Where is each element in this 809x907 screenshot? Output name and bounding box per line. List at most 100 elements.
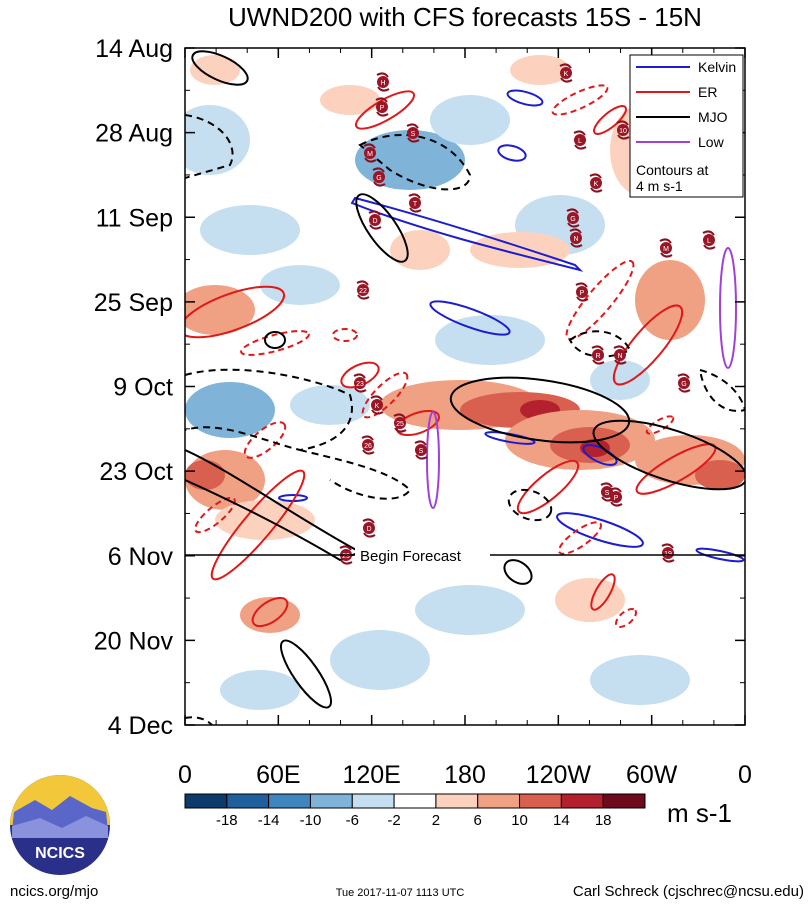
legend-label: ER <box>698 84 717 100</box>
storm-label: K <box>564 71 569 78</box>
kelvin-contour <box>350 196 584 272</box>
colorbar-swatch <box>519 793 562 809</box>
er-contour-dashed <box>240 330 310 356</box>
storm-marker: P <box>375 97 389 117</box>
mjo-contour <box>264 331 286 349</box>
colorbar-label: -18 <box>216 812 238 829</box>
storm-marker: R <box>591 345 605 365</box>
y-tick-label: 28 Aug <box>95 120 173 148</box>
storm-label: L <box>707 238 711 245</box>
er-contour-dashed <box>332 328 358 342</box>
storm-label: D <box>366 526 371 533</box>
storm-label: 26 <box>364 443 372 450</box>
storm-marker: L <box>573 130 587 150</box>
storm-label: R <box>595 353 600 360</box>
colorbar-label: 6 <box>474 812 482 829</box>
footer-timestamp: Tue 2017-11-07 1113 UTC <box>336 887 465 899</box>
mjo-contour-dashed <box>185 716 213 725</box>
colorbar-swatch <box>309 793 353 809</box>
colorbar-swatch <box>477 793 521 809</box>
legend-note-1: Contours at <box>636 162 708 178</box>
er-contour <box>354 90 416 130</box>
storm-marker: 25 <box>393 413 407 433</box>
colorbar-label: -14 <box>258 812 280 829</box>
mjo-contour-dashed <box>299 449 412 500</box>
storm-label: M <box>367 151 373 158</box>
er-contour <box>593 105 627 135</box>
er-contour <box>210 469 306 581</box>
y-tick-label: 9 Oct <box>113 374 173 402</box>
storm-label: 29 <box>342 553 350 560</box>
storm-label: G <box>376 175 381 182</box>
colorbar-units: m s-1 <box>667 798 732 828</box>
er-contour <box>516 459 580 515</box>
colorbar-swatch <box>226 793 270 809</box>
colorbar-swatch <box>351 793 395 809</box>
storm-markers: HPSMGTDKL10KGNML22PRNG23K2526SSPD2919 <box>339 63 716 565</box>
y-tick-label: 20 Nov <box>94 627 174 655</box>
kelvin-contour <box>556 512 644 548</box>
colorbar-label: 10 <box>511 812 528 829</box>
storm-marker: S <box>414 440 428 460</box>
storm-label: N <box>573 236 578 243</box>
low-contour <box>719 247 737 369</box>
y-tick-label: 14 Aug <box>95 35 173 63</box>
storm-marker: D <box>368 210 382 230</box>
storm-label: 10 <box>619 128 627 135</box>
storm-label: S <box>605 490 610 497</box>
mjo-contour-dashed <box>358 134 472 191</box>
mjo-contour-dashed <box>699 369 745 412</box>
storm-label: L <box>578 138 582 145</box>
er-contour <box>251 596 289 628</box>
er-contour <box>612 304 684 386</box>
storm-label: G <box>681 381 686 388</box>
x-tick-label: 120W <box>526 761 592 789</box>
storm-marker: L <box>702 230 716 250</box>
legend-label: Low <box>698 134 725 150</box>
er-contour-dashed <box>565 259 635 341</box>
chart-title: UWND200 with CFS forecasts 15S - 15N <box>228 2 702 32</box>
er-contour <box>185 285 286 339</box>
er-contour-dashed <box>558 521 602 555</box>
storm-marker: G <box>372 167 386 187</box>
x-tick-label: 0 <box>178 761 192 789</box>
storm-marker: M <box>659 238 673 258</box>
storm-marker: K <box>559 63 573 83</box>
mjo-contour <box>592 419 745 491</box>
colorbar-swatch <box>560 793 604 809</box>
x-tick-label: 60E <box>256 761 300 789</box>
storm-label: S <box>419 448 424 455</box>
colorbar-label: -2 <box>387 812 400 829</box>
storm-marker: P <box>575 282 589 302</box>
kelvin-contour <box>506 89 544 107</box>
footer-author: Carl Schreck (cjschrec@ncsu.edu) <box>573 883 804 900</box>
mjo-contour <box>449 376 631 444</box>
storm-label: D <box>372 218 377 225</box>
storm-label: T <box>413 201 418 208</box>
legend-label: MJO <box>698 109 728 125</box>
y-tick-label: 6 Nov <box>108 543 174 571</box>
storm-marker: K <box>370 395 384 415</box>
storm-label: K <box>375 403 380 410</box>
er-contour <box>590 573 616 611</box>
er-contour-dashed <box>361 371 409 419</box>
colorbar-label: 18 <box>595 812 612 829</box>
storm-label: S <box>411 131 416 138</box>
storm-marker: G <box>566 208 580 228</box>
y-axis: 14 Aug 28 Aug 11 Sep 25 Sep 9 Oct 23 Oct 6 Nov… <box>94 35 745 740</box>
storm-label: 22 <box>359 288 367 295</box>
storm-label: 25 <box>396 421 404 428</box>
colorbar-label: -6 <box>346 812 359 829</box>
storm-label: N <box>617 353 622 360</box>
legend: Kelvin ER MJO Low Contours at 4 m s-1 <box>629 54 744 198</box>
storm-marker: T <box>408 193 422 213</box>
colorbar-swatch <box>435 793 479 809</box>
forecast-label-bg <box>355 546 490 564</box>
storm-label: M <box>663 246 669 253</box>
legend-box <box>629 54 744 198</box>
x-tick-label: 0 <box>738 761 752 789</box>
er-contour-dashed <box>645 415 675 435</box>
colorbar-swatch <box>602 793 646 809</box>
y-tick-label: 23 Oct <box>99 458 173 486</box>
y-tick-label: 4 Dec <box>108 712 173 740</box>
